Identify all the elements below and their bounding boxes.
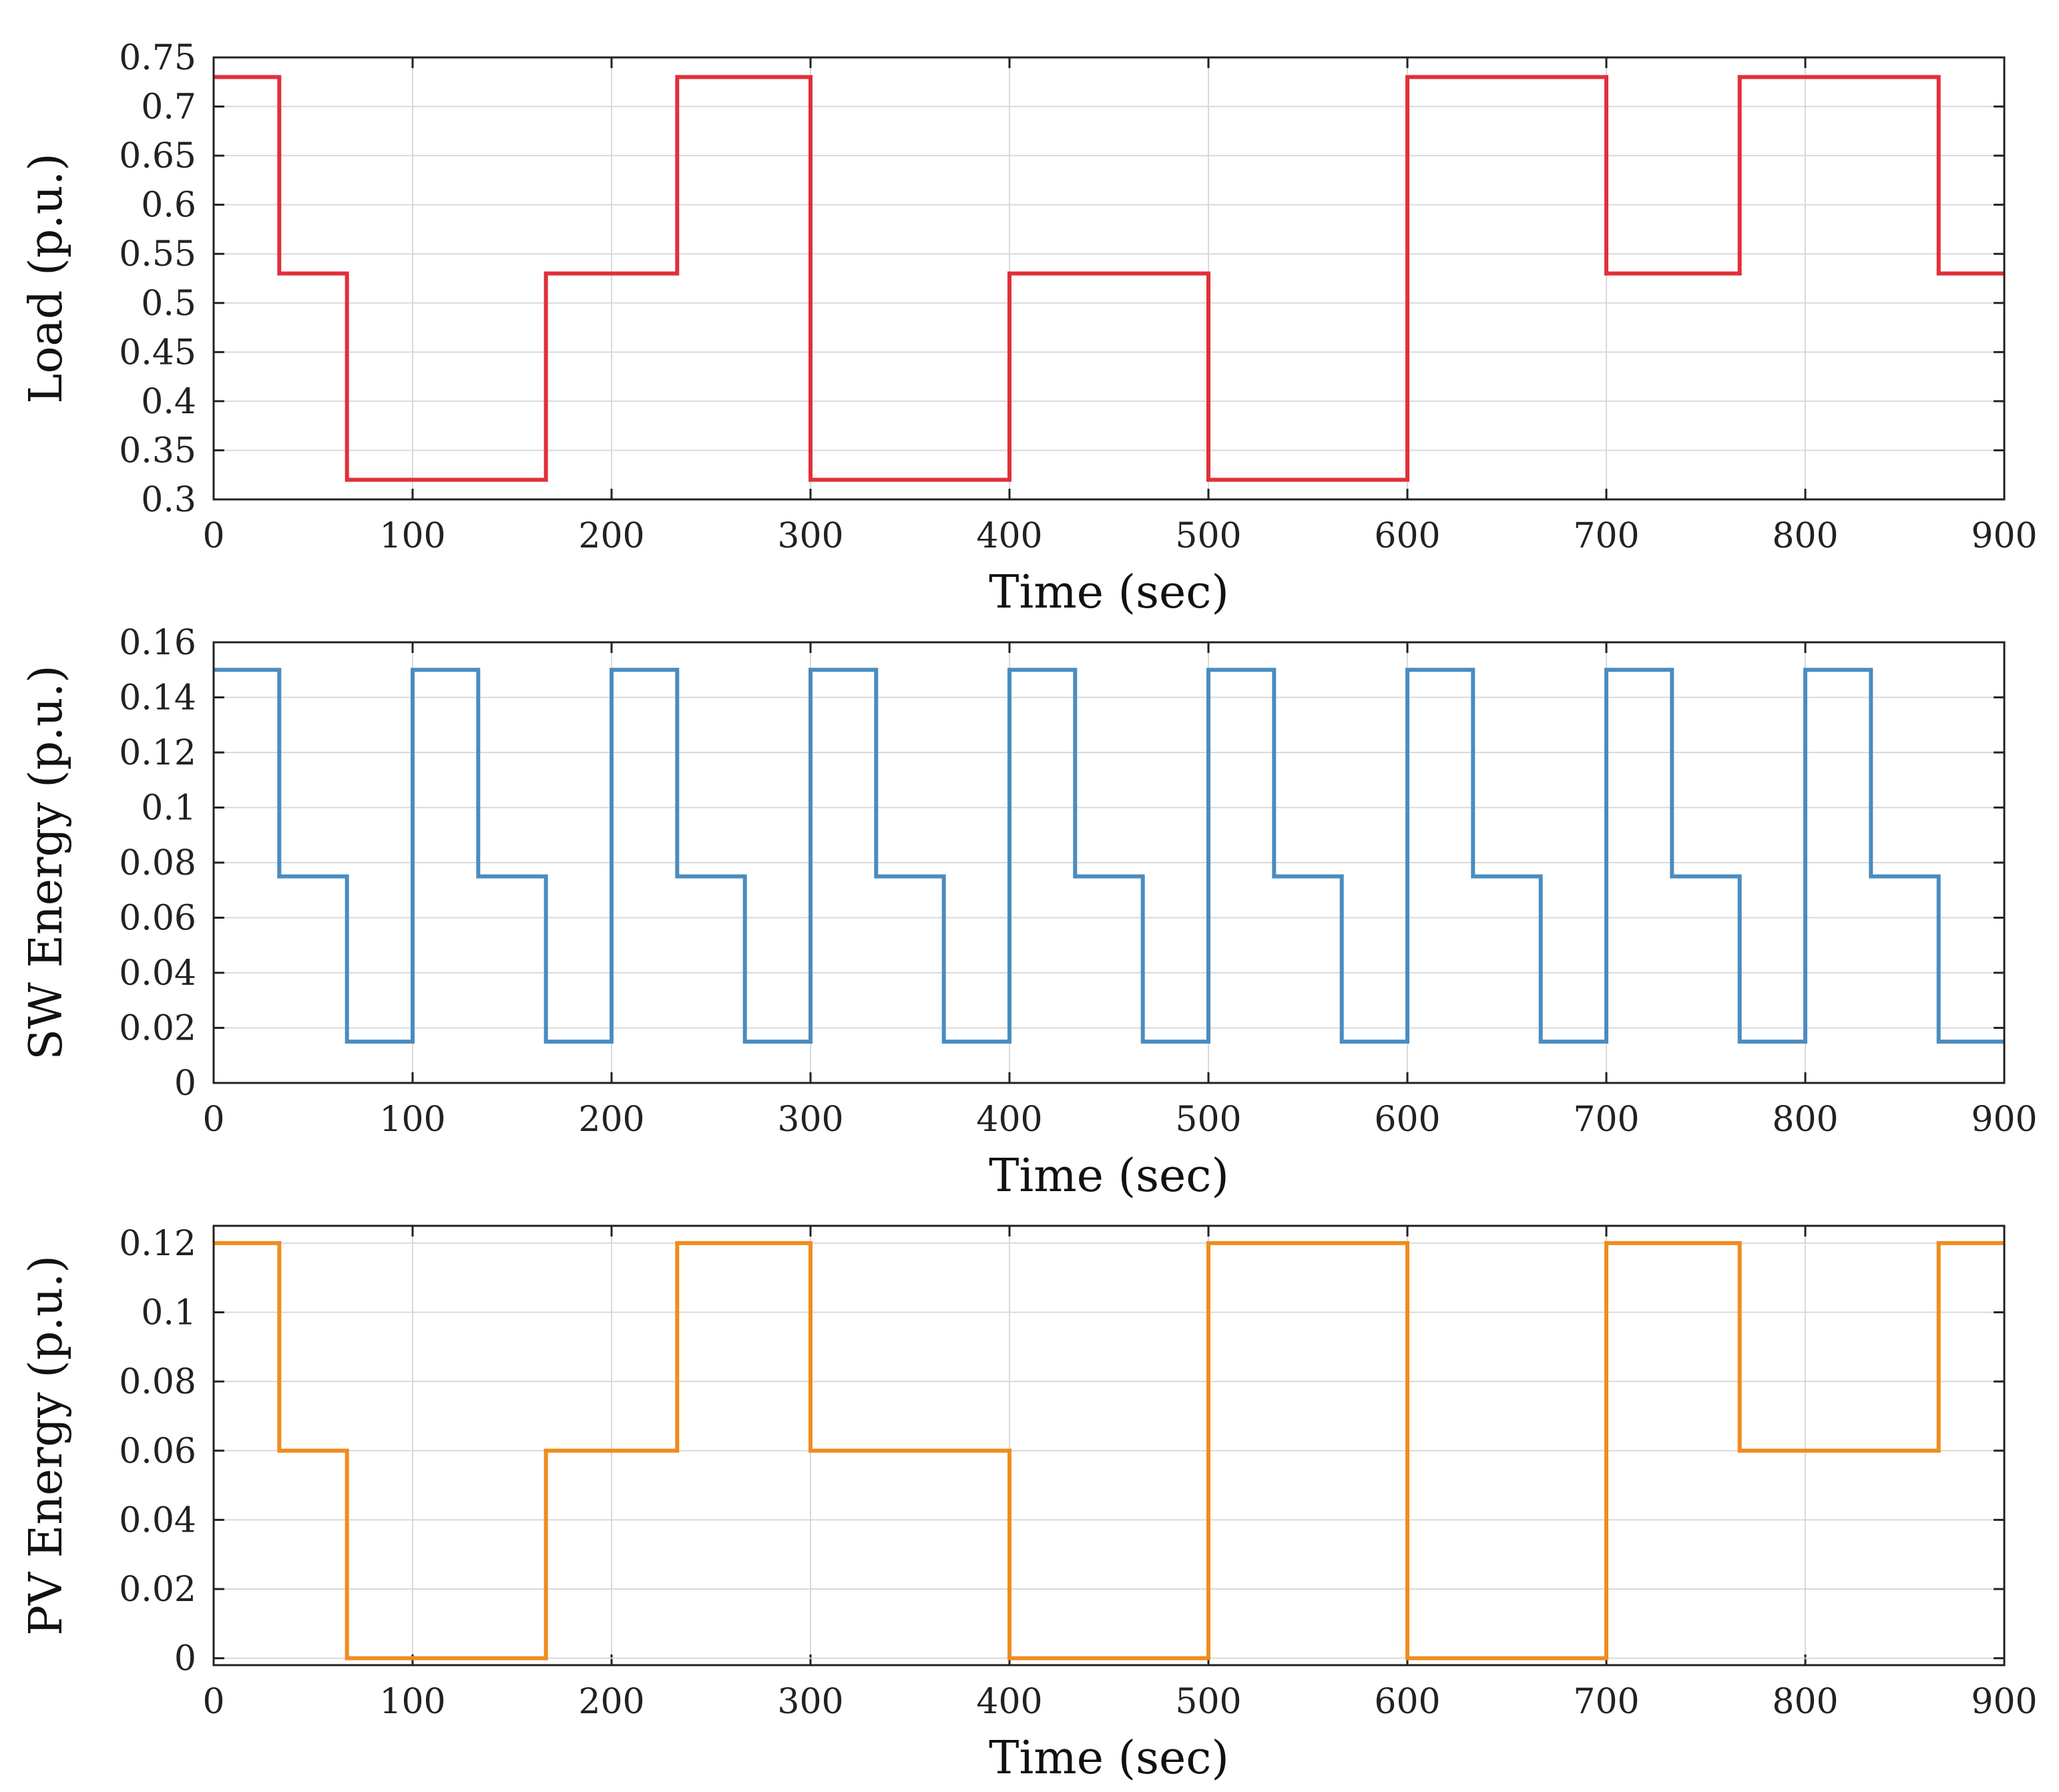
plot-frame xyxy=(212,56,2006,501)
y-tick-label: 0 xyxy=(174,1064,196,1104)
x-tick-label: 600 xyxy=(1374,1100,1440,1140)
x-tick-label: 600 xyxy=(1374,516,1440,556)
y-tick-label: 0.04 xyxy=(119,953,196,993)
x-tick-label: 400 xyxy=(976,1682,1042,1722)
y-tick-label: 0.5 xyxy=(141,284,196,324)
y-tick-label: 0.6 xyxy=(141,186,196,226)
x-tick-label: 100 xyxy=(379,1682,445,1722)
plot-load: 0 100 200 300 400 500 600 700 800 900 0.3 0.35 0.4 0.… xyxy=(20,38,2038,619)
x-tick-label: 100 xyxy=(379,516,445,556)
y-tick-label: 0.16 xyxy=(119,623,196,663)
x-tick-label: 900 xyxy=(1971,516,2037,556)
y-tick-label: 0.65 xyxy=(119,136,196,176)
x-tick-label: 200 xyxy=(578,1682,644,1722)
y-tick-label: 0.35 xyxy=(119,431,196,471)
y-tick-label: 0.02 xyxy=(119,1570,196,1610)
x-tick-label: 700 xyxy=(1573,1100,1639,1140)
x-tick-label: 0 xyxy=(202,516,224,556)
y-axis-title: SW Energy (p.u.) xyxy=(20,665,73,1060)
x-tick-label: 800 xyxy=(1772,516,1838,556)
x-tick-label: 800 xyxy=(1772,1100,1838,1140)
y-tick-label: 0.3 xyxy=(141,480,196,520)
y-tick-label: 0.1 xyxy=(141,789,196,829)
x-tick-label: 300 xyxy=(777,516,843,556)
y-tick-label: 0.12 xyxy=(119,1224,196,1264)
y-tick-label: 0.08 xyxy=(119,1362,196,1402)
plot-sw: 0 100 200 300 400 500 600 700 800 900 0 0.02 0.04 0.0… xyxy=(20,623,2038,1202)
y-axis-title: PV Energy (p.u.) xyxy=(20,1255,73,1636)
x-tick-label: 200 xyxy=(578,1100,644,1140)
x-axis-title: Time (sec) xyxy=(989,1732,1229,1785)
x-tick-label: 600 xyxy=(1374,1682,1440,1722)
y-tick-label: 0.02 xyxy=(119,1009,196,1049)
x-tick-label: 900 xyxy=(1971,1682,2037,1722)
plot-frame xyxy=(212,1224,2006,1666)
x-tick-label: 400 xyxy=(976,516,1042,556)
plot-pv: 0 100 200 300 400 500 600 700 800 900 0 0.02 0.04 0.0… xyxy=(20,1224,2038,1785)
y-tick-label: 0.7 xyxy=(141,87,196,128)
y-tick-label: 0.1 xyxy=(141,1293,196,1333)
y-tick-label: 0 xyxy=(174,1639,196,1679)
x-axis-title: Time (sec) xyxy=(989,566,1229,619)
y-tick-label: 0.75 xyxy=(119,38,196,78)
x-tick-label: 200 xyxy=(578,516,644,556)
y-tick-label: 0.55 xyxy=(119,234,196,274)
x-tick-label: 300 xyxy=(777,1682,843,1722)
x-tick-label: 800 xyxy=(1772,1682,1838,1722)
y-tick-label: 0.06 xyxy=(119,899,196,939)
y-tick-label: 0.45 xyxy=(119,332,196,373)
y-tick-label: 0.12 xyxy=(119,733,196,773)
y-tick-label: 0.04 xyxy=(119,1500,196,1540)
y-tick-label: 0.06 xyxy=(119,1431,196,1472)
x-tick-label: 500 xyxy=(1175,1100,1241,1140)
y-tick-label: 0.4 xyxy=(141,382,196,422)
series-line-load xyxy=(214,75,2004,482)
x-tick-label: 100 xyxy=(379,1100,445,1140)
x-tick-label: 400 xyxy=(976,1100,1042,1140)
series-line-pv xyxy=(214,1241,2004,1660)
y-axis-title: Load (p.u.) xyxy=(20,153,73,403)
x-axis-title: Time (sec) xyxy=(989,1150,1229,1202)
y-tick-label: 0.14 xyxy=(119,678,196,718)
x-tick-label: 700 xyxy=(1573,516,1639,556)
x-tick-label: 500 xyxy=(1175,1682,1241,1722)
y-tick-label: 0.08 xyxy=(119,843,196,883)
x-tick-label: 900 xyxy=(1971,1100,2037,1140)
x-tick-label: 300 xyxy=(777,1100,843,1140)
x-tick-label: 500 xyxy=(1175,516,1241,556)
x-tick-label: 700 xyxy=(1573,1682,1639,1722)
x-tick-label: 0 xyxy=(202,1682,224,1722)
series-line-sw xyxy=(214,668,2004,1044)
x-tick-label: 0 xyxy=(202,1100,224,1140)
plot-frame xyxy=(212,641,2006,1084)
